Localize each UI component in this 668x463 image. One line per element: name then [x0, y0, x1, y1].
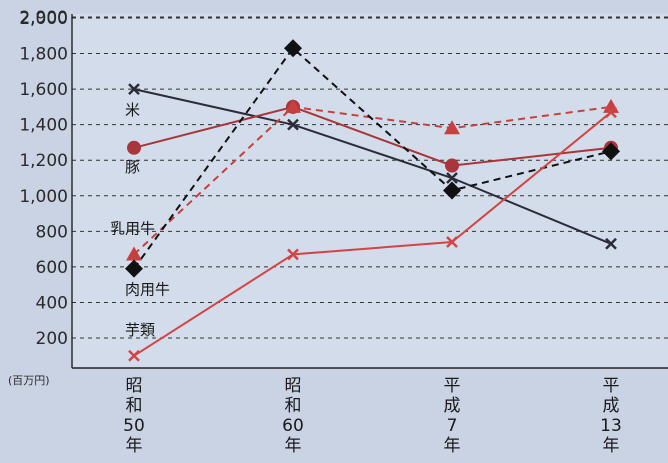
plot-area — [72, 14, 668, 368]
y-tick-label: 1,400 — [19, 116, 68, 136]
data-point — [602, 142, 620, 161]
data-point — [126, 246, 142, 261]
data-point — [443, 181, 461, 200]
y-tick-label: 2,900 — [19, 8, 68, 28]
y-tick-label: 1,800 — [19, 45, 68, 65]
data-point — [605, 106, 617, 119]
x-tick-label: 和 — [126, 396, 143, 416]
series-line — [133, 105, 612, 167]
data-point — [444, 120, 460, 135]
y-tick-label: 2,000 — [19, 9, 68, 29]
data-point — [284, 39, 302, 58]
x-tick-label: 平 — [444, 376, 461, 396]
data-point — [285, 98, 301, 113]
x-tick-label: 13 — [600, 416, 622, 436]
y-unit-label: (百万円) — [8, 374, 50, 387]
x-tick-label: 50 — [123, 416, 145, 436]
series-label: 乳用牛 — [110, 219, 155, 237]
y-tick-label: 800 — [36, 222, 68, 242]
series-label: 肉用牛 — [125, 281, 170, 299]
x-tick-label: 昭 — [126, 376, 143, 396]
data-point — [128, 83, 140, 95]
y-tick-label: 400 — [36, 293, 68, 313]
x-tick-label: 成 — [603, 396, 620, 416]
x-tick-label: 年 — [603, 436, 620, 456]
data-point — [125, 259, 143, 278]
series-label: 芋類 — [125, 321, 155, 339]
data-point — [445, 158, 459, 173]
series-label: 米 — [125, 101, 140, 119]
series-line — [133, 111, 612, 357]
series-line — [133, 46, 612, 270]
x-tick-label: 成 — [444, 396, 461, 416]
series-line — [133, 88, 612, 245]
y-tick-label: 200 — [36, 329, 68, 349]
data-point — [287, 248, 299, 261]
x-tick-label: 昭 — [285, 376, 302, 396]
y-tick-label: 1,600 — [19, 80, 68, 100]
series-label: 豚 — [125, 158, 140, 176]
x-tick-label: 平 — [603, 376, 620, 396]
x-tick-label: 7 — [447, 416, 458, 436]
x-tick-label: 年 — [126, 436, 143, 456]
data-point — [128, 349, 140, 362]
gridlines — [72, 16, 668, 339]
y-tick-label: 1,000 — [19, 187, 68, 207]
x-tick-label: 和 — [285, 396, 302, 416]
series-line — [133, 105, 612, 256]
x-tick-label: 年 — [285, 436, 302, 456]
y-tick-label: 1,200 — [19, 151, 68, 171]
data-point — [446, 172, 458, 184]
y-tick-label: 600 — [36, 258, 68, 278]
x-tick-label: 60 — [282, 416, 304, 436]
data-point — [287, 118, 299, 131]
data-point — [605, 237, 617, 250]
x-tick-label: 年 — [444, 436, 461, 456]
data-point — [127, 140, 141, 155]
data-point — [446, 236, 458, 248]
